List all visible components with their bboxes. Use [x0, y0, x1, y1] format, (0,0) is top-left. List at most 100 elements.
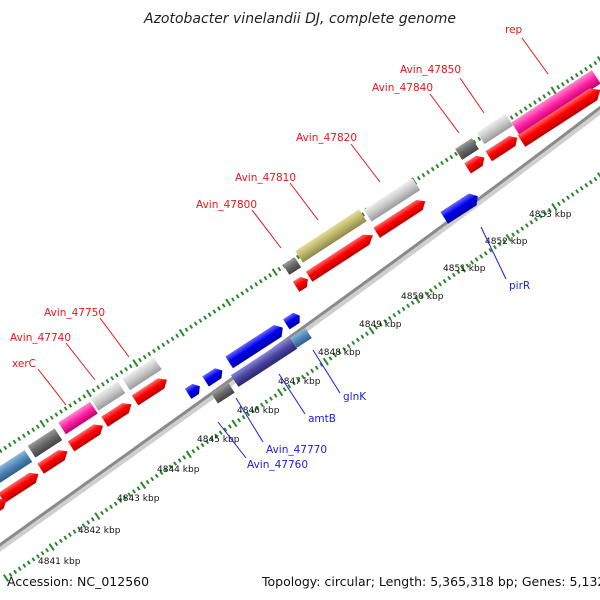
- label-rep[interactable]: rep: [505, 24, 523, 36]
- gene-unnamed-steel-bar[interactable]: [0, 450, 33, 486]
- gene-unnamed-cds-b[interactable]: [0, 469, 42, 504]
- tick-mark: [351, 340, 356, 346]
- gene-avin47770-bar[interactable]: [211, 382, 235, 404]
- tick-mark: [26, 430, 31, 436]
- kbp-scale: 4841 kbp 4842 kbp 4843 kbp 4844 kbp 4845…: [38, 210, 572, 567]
- tick-mark: [45, 418, 50, 423]
- tick-mark: [118, 498, 123, 503]
- tick-mark: [72, 529, 77, 534]
- tick-mark: [154, 473, 159, 479]
- gene-avin47800-cds[interactable]: [292, 274, 311, 292]
- tick-mark: [416, 175, 421, 181]
- label-pirr[interactable]: pirR: [509, 280, 530, 292]
- tick-mark: [132, 359, 139, 367]
- gene-xerc-cds[interactable]: [67, 421, 106, 452]
- label-avin47840[interactable]: Avin_47840: [372, 82, 433, 94]
- gene-avin47770-cds[interactable]: [202, 366, 225, 387]
- tick-mark: [264, 399, 269, 404]
- gene-avin47850-cds[interactable]: [485, 133, 520, 162]
- tick-mark: [396, 309, 401, 315]
- gene-avin47810-bar[interactable]: [295, 209, 367, 263]
- label-avin47750[interactable]: Avin_47750: [44, 307, 105, 319]
- gene-avin47740-bar[interactable]: [90, 381, 126, 411]
- tick-mark: [488, 248, 493, 253]
- gene-avin47850-bar[interactable]: [476, 113, 514, 145]
- tick-label-4852: 4852 kbp: [485, 237, 528, 247]
- gene-unnamed-dark-bar[interactable]: [27, 428, 63, 458]
- gene-xerc-bar[interactable]: [58, 401, 98, 435]
- gene-avin47750-cds[interactable]: [131, 375, 170, 406]
- tick-mark: [537, 97, 542, 102]
- gene-pirr-cds[interactable]: [440, 190, 481, 224]
- label-avin47770[interactable]: Avin_47770: [266, 444, 327, 456]
- gene-amtb-bar[interactable]: [230, 337, 298, 387]
- label-avin47850[interactable]: Avin_47850: [400, 64, 461, 76]
- tick-mark: [114, 372, 119, 378]
- tick-mark: [337, 350, 342, 355]
- tick-mark: [515, 229, 520, 234]
- gene-avin47820-cds[interactable]: [373, 196, 428, 238]
- tick-mark: [430, 166, 435, 172]
- tick-mark: [189, 324, 194, 329]
- gene-unnamed-cds-c[interactable]: [0, 495, 10, 516]
- tick-mark: [505, 233, 512, 242]
- tick-mark: [438, 282, 443, 287]
- tick-mark: [31, 427, 36, 432]
- tick-mark: [538, 213, 543, 219]
- label-amtb[interactable]: amtB: [308, 413, 336, 425]
- gene-avin47840-bar[interactable]: [455, 138, 479, 160]
- gene-avin47740-cds[interactable]: [101, 399, 134, 427]
- gene-rep-bar[interactable]: [511, 70, 600, 136]
- label-avin47820[interactable]: Avin_47820: [296, 132, 357, 144]
- gene-unnamed-blue-small[interactable]: [283, 311, 303, 330]
- tick-mark: [36, 554, 40, 559]
- tick-mark: [17, 566, 22, 571]
- gene-glnk-bar[interactable]: [290, 328, 312, 348]
- tick-mark: [82, 394, 87, 399]
- label-avin47810[interactable]: Avin_47810: [235, 172, 296, 184]
- tick-mark: [184, 327, 189, 332]
- reverse-strand-features[interactable]: [184, 190, 482, 404]
- tick-mark: [421, 172, 426, 178]
- topology-text: Topology: circular; Length: 5,365,318 bp…: [261, 574, 600, 589]
- tick-mark: [514, 112, 519, 117]
- accession-text: Accession: NC_012560: [7, 574, 149, 589]
- gene-unnamed-blue-long[interactable]: [225, 322, 286, 369]
- tick-mark: [444, 157, 449, 163]
- gene-unnamed-cds-a[interactable]: [37, 446, 70, 474]
- tick-mark: [584, 183, 589, 188]
- tick-label-4848: 4848 kbp: [318, 348, 361, 358]
- tick-mark: [17, 436, 22, 442]
- gene-avin47760-cds[interactable]: [184, 381, 203, 399]
- tick-mark: [410, 300, 415, 305]
- tick-mark: [579, 186, 584, 191]
- forward-strand-features[interactable]: [0, 70, 600, 516]
- label-avin47800[interactable]: Avin_47800: [196, 199, 257, 211]
- gene-avin47840-cds[interactable]: [464, 153, 487, 174]
- tick-mark: [561, 198, 566, 203]
- tick-mark: [449, 154, 454, 160]
- gene-avin47820-bar[interactable]: [363, 178, 421, 222]
- tick-mark: [159, 470, 164, 476]
- forward-gene-labels: rep Avin_47850 Avin_47840 Avin_47820 Avi…: [10, 24, 523, 370]
- tick-mark: [511, 232, 516, 237]
- tick-mark: [246, 411, 251, 417]
- tick-mark: [54, 541, 59, 547]
- tick-mark: [2, 574, 10, 582]
- tick-mark: [387, 316, 392, 321]
- label-avin47740[interactable]: Avin_47740: [10, 332, 71, 344]
- gene-avin47810-cds[interactable]: [305, 230, 376, 282]
- gene-avin47750-bar[interactable]: [122, 357, 162, 391]
- tick-mark: [333, 353, 337, 358]
- gene-avin47800-bar[interactable]: [282, 257, 302, 275]
- label-glnk[interactable]: glnK: [343, 391, 367, 403]
- tick-mark: [59, 409, 63, 414]
- label-xerc[interactable]: xerC: [12, 358, 36, 370]
- tick-label-4841: 4841 kbp: [38, 557, 81, 567]
- tick-mark: [392, 312, 397, 318]
- tick-mark: [58, 538, 63, 544]
- tick-mark: [235, 294, 240, 299]
- label-avin47760[interactable]: Avin_47760: [247, 459, 308, 471]
- gene-rep-cds[interactable]: [517, 84, 600, 147]
